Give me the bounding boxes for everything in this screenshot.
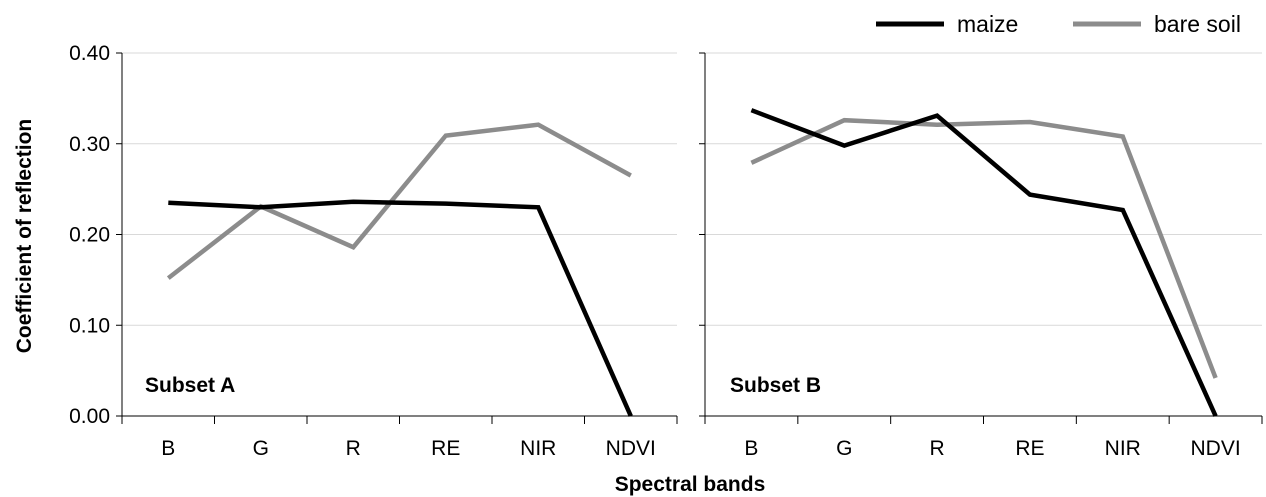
y-tick-label: 0.20 bbox=[69, 224, 110, 247]
y-tick-label: 0.00 bbox=[69, 405, 110, 428]
x-tick-label-r: R bbox=[346, 437, 361, 460]
gridlines bbox=[122, 52, 1262, 326]
x-tick-label-b: B bbox=[744, 437, 758, 460]
x-tick-label-r: R bbox=[929, 437, 944, 460]
series-line-bare-soil-subset-a bbox=[166, 122, 632, 280]
axes bbox=[116, 52, 1263, 424]
x-tick-label-nir: NIR bbox=[520, 437, 556, 460]
x-tick-label-re: RE bbox=[1015, 437, 1044, 460]
x-tick-label-nir: NIR bbox=[1105, 437, 1141, 460]
y-tick-label: 0.30 bbox=[69, 133, 110, 156]
panel-label-subset-a: Subset A bbox=[145, 374, 235, 397]
x-axis-title: Spectral bands bbox=[615, 473, 766, 496]
legend-label-maize: maize bbox=[957, 11, 1018, 37]
y-axis-title: Coefficient of reflection bbox=[13, 119, 36, 354]
x-tick-label-g: G bbox=[253, 437, 269, 460]
x-tick-label-re: RE bbox=[431, 437, 460, 460]
series-line-bare-soil-subset-b bbox=[750, 117, 1218, 379]
data-lines bbox=[166, 108, 1218, 417]
y-tick-label: 0.40 bbox=[69, 42, 110, 65]
series-line-maize-subset-a bbox=[168, 199, 633, 417]
x-tick-label-g: G bbox=[836, 437, 852, 460]
x-tick-label-ndvi: NDVI bbox=[1190, 437, 1240, 460]
x-tick-label-b: B bbox=[161, 437, 175, 460]
tick-labels: 0.00 0.10 0.20 0.30 0.40 B G R RE NIR NDVI B G R RE NIR… bbox=[69, 42, 1241, 460]
series-line-maize-subset-b bbox=[750, 108, 1218, 417]
legend: maize bare soil bbox=[876, 11, 1241, 37]
y-tick-label: 0.10 bbox=[69, 314, 110, 337]
legend-label-bare-soil: bare soil bbox=[1154, 11, 1241, 37]
x-tick-label-ndvi: NDVI bbox=[606, 437, 656, 460]
panel-label-subset-b: Subset B bbox=[730, 374, 821, 397]
